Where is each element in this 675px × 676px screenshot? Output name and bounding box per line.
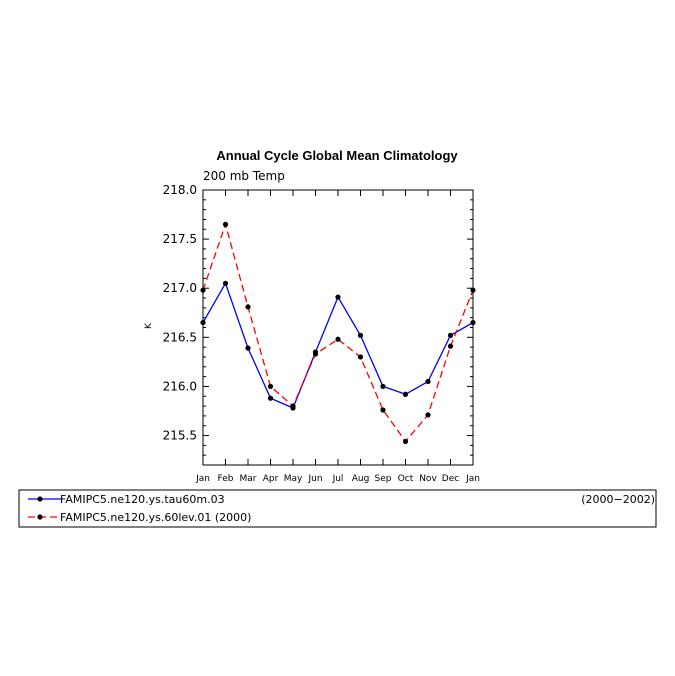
legend-period-1: (2000−2002) (581, 493, 655, 506)
series-2-point (335, 336, 341, 342)
series-2-point (447, 343, 454, 349)
series-1-point (335, 294, 341, 300)
axis-ticks (202, 189, 474, 465)
series-2-point (380, 407, 386, 413)
series-2-point (200, 287, 206, 293)
series-1-point (357, 332, 364, 338)
x-tick-label: Nov (419, 474, 437, 484)
legend-label-1: FAMIPC5.ne120.ys.tau60m.03 (60, 493, 225, 506)
x-tick-label: Jul (332, 474, 344, 484)
series-1-point (402, 391, 409, 397)
series-2-point (290, 403, 296, 409)
series-2-point (245, 304, 251, 310)
series-2-point (470, 287, 476, 293)
legend-box (18, 489, 657, 528)
series-1-point (267, 395, 274, 401)
series-2-point (402, 438, 409, 445)
series-1-point (380, 383, 386, 390)
series-line-2 (202, 222, 474, 443)
series-layer (200, 221, 476, 445)
x-tick-label: Feb (218, 474, 234, 484)
x-tick-label: Dec (442, 474, 459, 484)
x-tick-label: Jun (307, 474, 322, 484)
y-tick-label: 215.5 (163, 429, 197, 443)
series-2-point (267, 383, 274, 390)
series-2-point (312, 351, 319, 357)
x-tick-label: Apr (263, 474, 279, 484)
y-tick-label: 216.5 (163, 330, 197, 344)
legend-label-2: FAMIPC5.ne120.ys.60lev.01 (2000) (60, 511, 251, 524)
x-tick-label: Mar (240, 474, 257, 484)
x-tick-label: Aug (352, 474, 370, 484)
y-tick-label: 218.0 (163, 183, 197, 197)
legend-marker-1 (37, 496, 43, 502)
x-tick-label: Sep (375, 474, 392, 484)
x-tick-label: Oct (398, 474, 414, 484)
chart-title: Annual Cycle Global Mean Climatology (216, 148, 458, 163)
y-axis-label: K (144, 322, 154, 329)
series-1-point (447, 332, 454, 338)
x-tick-label: May (284, 474, 303, 484)
series-line-1 (202, 281, 474, 409)
chart-subtitle: 200 mb Temp (203, 169, 285, 183)
x-tick-label: Jan (195, 474, 210, 484)
legend-marker-2 (37, 514, 43, 520)
y-tick-label: 217.5 (163, 232, 197, 246)
x-tick-labels: Jan Feb Mar Apr May Jun Jul Aug Sep Oct Nov Dec Jan (195, 474, 480, 484)
x-tick-label: Jan (465, 474, 480, 484)
plot-frame (202, 189, 474, 466)
legend: FAMIPC5.ne120.ys.tau60m.03 (2000−2002) FAM… (28, 493, 655, 524)
y-tick-label: 217.0 (163, 281, 197, 295)
series-2-point (222, 221, 229, 227)
series-1-point (222, 280, 229, 286)
series-1-point (470, 319, 476, 326)
y-tick-label: 216.0 (163, 379, 197, 393)
y-tick-labels: 215.5 216.0 216.5 217.0 217.5 218.0 (163, 183, 197, 443)
series-1-point (245, 345, 251, 351)
series-1-point (200, 319, 206, 326)
series-1-point (425, 378, 431, 385)
series-2-point (425, 412, 431, 418)
series-2-point (357, 354, 364, 360)
